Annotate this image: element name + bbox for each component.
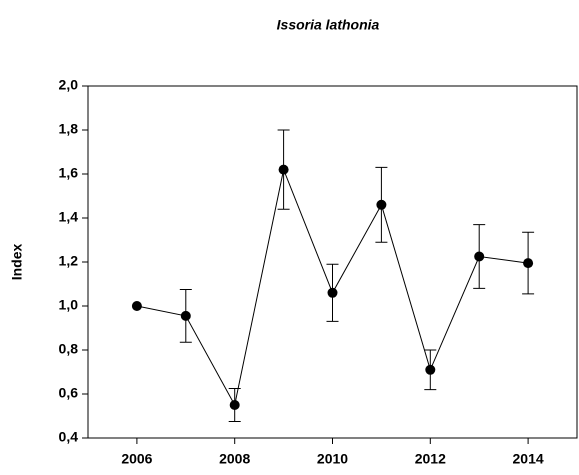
marker [131, 301, 142, 311]
y-tick-label: 1,8 [59, 121, 79, 137]
y-tick-label: 1,6 [59, 165, 79, 181]
y-tick-label: 0,6 [59, 385, 79, 401]
x-tick-label: 2014 [513, 451, 544, 467]
y-tick-label: 2,0 [59, 77, 79, 93]
y-tick-label: 0,4 [59, 429, 79, 445]
marker [327, 287, 338, 298]
x-tick-label: 2012 [415, 451, 446, 467]
y-tick-label: 1,2 [59, 253, 79, 269]
marker [425, 364, 436, 375]
marker [180, 310, 191, 321]
x-tick-label: 2008 [219, 451, 250, 467]
chart-title: Issoria lathonia [277, 17, 380, 33]
y-tick-label: 1,0 [59, 297, 79, 313]
plot-frame [87, 85, 578, 439]
x-tick-label: 2010 [317, 451, 348, 467]
y-tick-label: 1,4 [59, 209, 79, 225]
marker [474, 251, 485, 262]
x-tick-label: 2006 [121, 451, 152, 467]
marker [376, 199, 387, 210]
y-axis-label: Index [9, 244, 25, 281]
marker [229, 400, 240, 410]
marker [523, 258, 534, 269]
marker [278, 164, 289, 175]
y-tick-label: 0,8 [59, 341, 79, 357]
